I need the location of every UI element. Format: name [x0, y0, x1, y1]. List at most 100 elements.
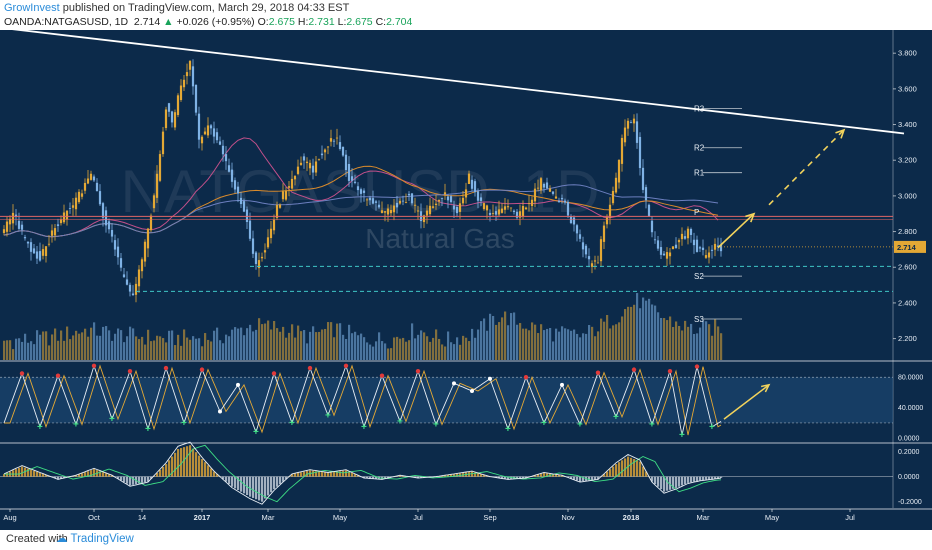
time-axis-label: May	[765, 513, 779, 522]
candle-body	[632, 118, 636, 124]
volume-bar	[573, 329, 576, 360]
overbought-marker	[595, 370, 601, 375]
candle-body	[278, 204, 282, 208]
candle-body	[59, 219, 63, 224]
macd-histogram-bar	[498, 476, 501, 478]
volume-bar	[201, 346, 204, 360]
macd-histogram-bar	[474, 472, 477, 477]
forecast-arrow[interactable]	[717, 213, 755, 249]
volume-bar	[138, 339, 141, 360]
volume-bar	[249, 324, 252, 360]
candle-body	[83, 182, 87, 191]
candle-body	[305, 161, 309, 164]
chart-background	[0, 30, 932, 530]
volume-bar	[327, 322, 330, 360]
low-label: L:	[337, 16, 347, 28]
oversold-marker: +	[253, 427, 259, 438]
forecast-arrow[interactable]	[768, 129, 845, 206]
macd-histogram-bar	[708, 476, 711, 480]
macd-histogram-bar	[300, 472, 303, 477]
macd-histogram-bar	[12, 470, 15, 477]
stochastic-dot	[488, 376, 492, 381]
candle-body	[149, 215, 153, 231]
macd-histogram-bar	[588, 476, 591, 481]
stochastic-arrow[interactable]	[723, 384, 770, 420]
macd-histogram-bar	[162, 467, 165, 477]
publisher-link[interactable]: GrowInvest	[4, 2, 60, 14]
volume-bar	[591, 326, 594, 360]
macd-histogram-bar	[375, 476, 378, 479]
oversold-marker: +	[397, 416, 403, 427]
candle-body	[638, 136, 642, 169]
forecast-arrowhead	[835, 128, 846, 139]
volume-bar	[198, 338, 201, 360]
cloud-icon: ☁	[56, 533, 71, 545]
tradingview-logo[interactable]: ☁ TradingView	[56, 531, 134, 545]
volume-bar	[588, 325, 591, 360]
macd-histogram-bar	[675, 476, 678, 488]
volume-bar	[351, 333, 354, 360]
price-axis-label: 3.200	[898, 156, 917, 165]
macd-histogram-bar	[225, 476, 228, 482]
volume-bar	[705, 321, 708, 360]
volume-bar	[543, 330, 546, 360]
volume-bar	[63, 340, 66, 360]
volume-bar	[354, 331, 357, 360]
oversold-marker: +	[361, 422, 367, 433]
candle-body	[254, 252, 258, 264]
volume-bar	[642, 297, 645, 360]
volume-bar	[276, 328, 279, 360]
chart-canvas[interactable]: NATGASUSD, 1D Natural Gas R3R2R1PS2S3 ++…	[0, 26, 932, 530]
chart-area[interactable]: NATGASUSD, 1D Natural Gas R3R2R1PS2S3 ++…	[0, 26, 932, 530]
overbought-marker	[127, 368, 133, 374]
macd-histogram-bar	[507, 476, 510, 480]
volume-bar	[516, 324, 519, 360]
candle-body	[410, 193, 414, 204]
candle-body	[287, 186, 291, 188]
macd-axis-label: 0.2000	[898, 449, 920, 456]
volume-bar	[306, 343, 309, 360]
time-axis-label: Nov	[561, 513, 575, 522]
trendline[interactable]	[0, 26, 905, 135]
volume-bar	[417, 334, 420, 360]
volume-bar	[423, 332, 426, 360]
candle-body	[452, 205, 456, 210]
candle-body	[566, 201, 570, 216]
volume-bar	[618, 322, 621, 360]
candle-body	[377, 204, 381, 208]
candle-body	[23, 237, 27, 239]
macd-histogram-bar	[264, 476, 267, 499]
stochastic-axis-label: 0.0000	[898, 436, 920, 443]
volume-bar	[282, 326, 285, 360]
candle-body	[593, 260, 597, 262]
candle-body	[695, 239, 699, 252]
macd-histogram-bar	[285, 476, 288, 480]
macd-histogram-bar	[615, 464, 618, 477]
volume-bar	[279, 331, 282, 360]
volume-bar	[51, 334, 54, 360]
candle-body	[542, 183, 546, 188]
volume-bar	[126, 336, 129, 360]
volume-bar	[381, 341, 384, 360]
candle-body	[650, 220, 654, 233]
macd-histogram-bar	[339, 471, 342, 477]
candle-body	[242, 201, 246, 212]
footer: Created with ☁ TradingView	[0, 530, 932, 550]
symbol-name[interactable]: OANDA:NATGASUSD, 1D	[4, 16, 129, 28]
volume-bar	[231, 329, 234, 360]
candle-body	[629, 122, 633, 124]
volume-bar	[693, 333, 696, 360]
volume-bar	[708, 324, 711, 360]
macd-histogram-bar	[525, 476, 528, 478]
candle-body	[116, 246, 120, 258]
pivot-label-r2: R2	[694, 144, 705, 153]
volume-bar	[36, 330, 39, 360]
candle-body	[308, 162, 312, 169]
macd-histogram-bar	[402, 475, 405, 477]
macd-histogram-bar	[612, 466, 615, 477]
volume-bar	[540, 324, 543, 360]
volume-bar	[270, 329, 273, 360]
macd-histogram-bar	[357, 475, 360, 477]
macd-histogram-bar	[312, 470, 315, 477]
candle-body	[563, 200, 567, 203]
